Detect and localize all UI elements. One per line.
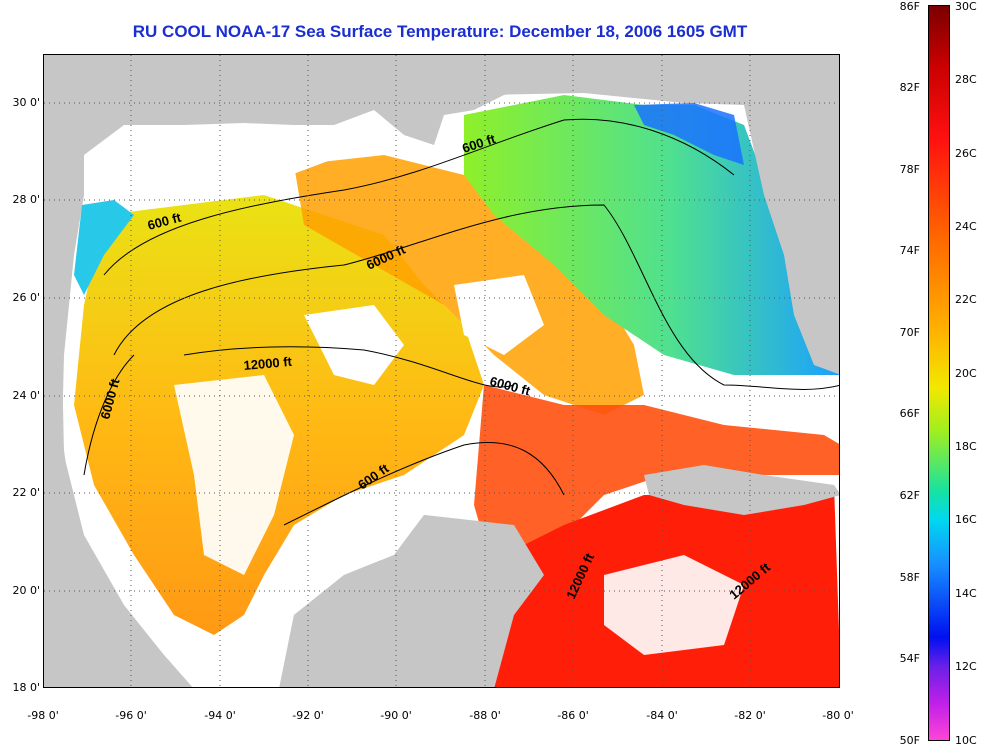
- lon-tick-label: -98 0': [27, 709, 59, 722]
- colorbar-c-label: 30C: [955, 0, 977, 13]
- cloud-patch-1: [304, 305, 404, 385]
- lon-tick-label: -80 0': [822, 709, 854, 722]
- colorbar-f-label: 82F: [899, 81, 920, 94]
- colorbar-f-label: 70F: [899, 326, 920, 339]
- map-title: RU COOL NOAA-17 Sea Surface Temperature:…: [132, 22, 748, 41]
- lat-tick-label: 30 0': [12, 96, 40, 109]
- contour-6000ft: [113, 204, 839, 390]
- lat-tick-label: 26 0': [12, 291, 40, 304]
- lat-tick-label: 28 0': [12, 193, 40, 206]
- sst-cold-coast: [634, 103, 744, 165]
- colorbar-c-label: 16C: [955, 513, 977, 526]
- lat-tick-label: 18 0': [12, 681, 40, 694]
- lat-tick-label: 20 0': [12, 584, 40, 597]
- contour-600ft-north: [103, 118, 735, 276]
- lon-tick-label: -84 0': [646, 709, 678, 722]
- land-cuba: [644, 465, 839, 515]
- colorbar-c-label: 22C: [955, 293, 977, 306]
- colorbar-c-label: 10C: [955, 734, 977, 747]
- land-north-coast: [44, 55, 839, 255]
- sst-map[interactable]: 600 ft 600 ft 6000 ft 6000 ft 12000 ft 6…: [43, 54, 840, 688]
- sst-northeast: [464, 95, 839, 375]
- land-florida: [744, 65, 839, 375]
- temperature-colorbar: [928, 5, 950, 741]
- colorbar-f-label: 74F: [899, 244, 920, 257]
- lon-tick-label: -92 0': [292, 709, 324, 722]
- cloud-patch-3: [454, 275, 544, 355]
- colorbar-c-label: 24C: [955, 220, 977, 233]
- colorbar-c-label: 14C: [955, 587, 977, 600]
- cloud-patch-4: [604, 555, 744, 655]
- colorbar-f-label: 50F: [899, 734, 920, 747]
- colorbar-f-label: 58F: [899, 571, 920, 584]
- lon-tick-label: -82 0': [734, 709, 766, 722]
- colorbar-f-label: 78F: [899, 163, 920, 176]
- lon-tick-label: -90 0': [380, 709, 412, 722]
- land-yucatan: [279, 515, 544, 687]
- sst-map-canvas: 600 ft 600 ft 6000 ft 6000 ft 12000 ft 6…: [44, 55, 839, 687]
- colorbar-c-label: 12C: [955, 660, 977, 673]
- grid-lines: [44, 55, 839, 687]
- lat-tick-label: 22 0': [12, 486, 40, 499]
- colorbar-c-label: 28C: [955, 73, 977, 86]
- colorbar-f-label: 86F: [899, 0, 920, 13]
- contour-12000ft: [183, 346, 515, 388]
- cloud-patch-2: [174, 375, 294, 575]
- contour-6000ft-west: [83, 354, 135, 476]
- contour-600ft-south: [283, 441, 565, 526]
- colorbar-c-label: 18C: [955, 440, 977, 453]
- lon-tick-label: -96 0': [115, 709, 147, 722]
- colorbar-f-label: 62F: [899, 489, 920, 502]
- lon-tick-label: -94 0': [204, 709, 236, 722]
- colorbar-f-label: 54F: [899, 652, 920, 665]
- land-mexico-west: [44, 235, 193, 687]
- colorbar-c-label: 20C: [955, 367, 977, 380]
- colorbar-f-label: 66F: [899, 407, 920, 420]
- lon-tick-label: -86 0': [557, 709, 589, 722]
- lat-tick-label: 24 0': [12, 389, 40, 402]
- contour-label-5: 12000 ft: [243, 354, 293, 373]
- lon-tick-label: -88 0': [469, 709, 501, 722]
- colorbar-c-label: 26C: [955, 147, 977, 160]
- sst-texas-coast: [74, 200, 134, 295]
